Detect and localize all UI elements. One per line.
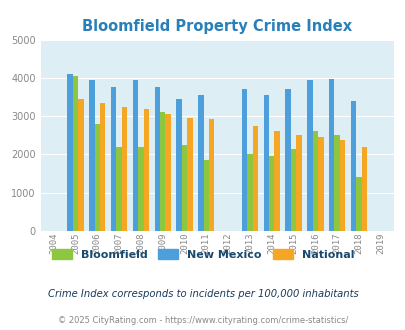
Bar [154,87,160,231]
Bar [165,114,171,231]
Bar [241,89,247,231]
Bar [176,99,181,231]
Bar [339,140,345,231]
Bar [307,80,312,231]
Bar [181,145,187,231]
Bar [285,89,290,231]
Bar [100,103,105,231]
Text: © 2025 CityRating.com - https://www.cityrating.com/crime-statistics/: © 2025 CityRating.com - https://www.city… [58,316,347,325]
Bar [143,109,149,231]
Bar [350,101,355,231]
Bar [187,118,192,231]
Bar [203,160,209,231]
Bar [67,74,72,231]
Bar [252,126,258,231]
Bar [122,107,127,231]
Bar [94,124,100,231]
Bar [274,131,279,231]
Legend: Bloomfield, New Mexico, National: Bloomfield, New Mexico, National [48,246,357,263]
Bar [78,99,83,231]
Bar [89,80,94,231]
Bar [247,154,252,231]
Bar [198,95,203,231]
Bar [160,112,165,231]
Bar [334,135,339,231]
Bar [138,147,143,231]
Bar [328,79,334,231]
Bar [263,95,269,231]
Bar [269,156,274,231]
Bar [317,137,323,231]
Bar [209,119,214,231]
Bar [296,135,301,231]
Bar [111,87,116,231]
Bar [355,178,361,231]
Bar [290,149,296,231]
Bar [361,147,366,231]
Title: Bloomfield Property Crime Index: Bloomfield Property Crime Index [82,19,352,34]
Bar [132,80,138,231]
Text: Crime Index corresponds to incidents per 100,000 inhabitants: Crime Index corresponds to incidents per… [47,289,358,299]
Bar [116,147,121,231]
Bar [72,76,78,231]
Bar [312,131,317,231]
